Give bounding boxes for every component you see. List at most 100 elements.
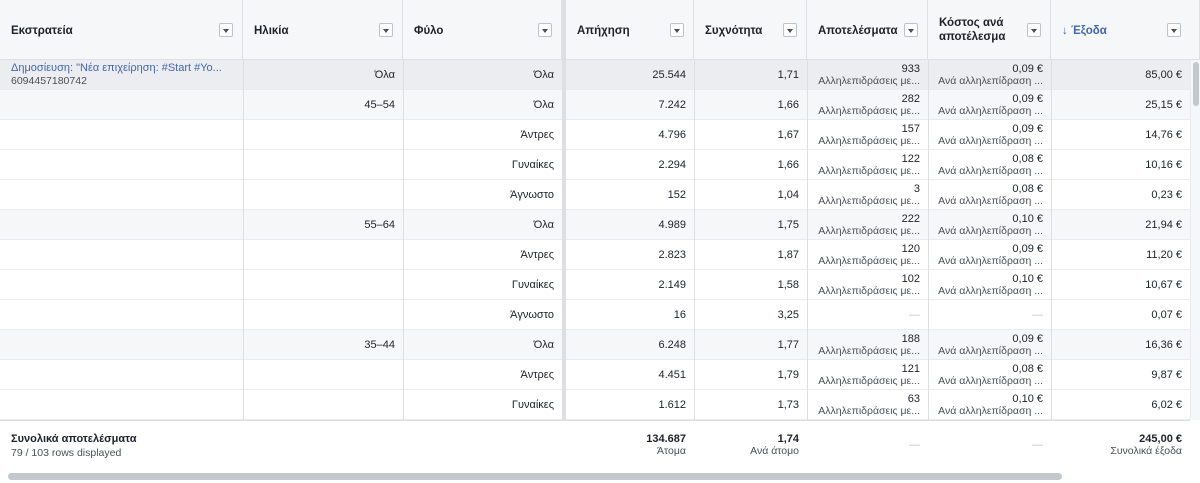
cell-gender: Γυναίκες: [511, 399, 554, 411]
column-header-spend[interactable]: ↓ Έξοδα: [1051, 0, 1200, 60]
cell-age: [243, 180, 403, 210]
campaign-id: 6094457180742: [11, 75, 87, 87]
table-row[interactable]: Γυναίκες 2.149 1,58 102 Αλληλεπιδράσεις με..…: [0, 270, 1190, 300]
table-row[interactable]: Γυναίκες 2.294 1,66 122 Αλληλεπιδράσεις με..…: [0, 150, 1190, 180]
cell-cost: 0,08 € Ανά αλληλεπίδραση ...: [928, 180, 1051, 210]
horizontal-scrollbar-thumb[interactable]: [8, 473, 1062, 480]
cell-res: 222 Αλληλεπιδράσεις με...: [807, 210, 928, 240]
column-header-gender[interactable]: Φύλο: [403, 0, 562, 60]
column-header-results[interactable]: Αποτελέσματα: [807, 0, 928, 60]
dropdown-arrow-icon[interactable]: [379, 23, 393, 37]
vertical-scrollbar[interactable]: [1190, 60, 1200, 420]
cell-age: [243, 390, 403, 420]
campaign-cell[interactable]: Δημοσίευση: "Νέα επιχείρηση: #Start #Yo.…: [0, 60, 243, 90]
cell-res-label: Αλληλεπιδράσεις με...: [818, 405, 920, 417]
cell-gender: Άντρες: [520, 249, 554, 261]
column-header-frequency[interactable]: Συχνότητα: [694, 0, 807, 60]
table-row[interactable]: 45–54 Όλα 7.242 1,66 282 Αλληλεπιδράσεις με..…: [0, 90, 1190, 120]
vertical-scrollbar-thumb[interactable]: [1193, 62, 1199, 106]
totals-title: Συνολικά αποτελέσματα: [11, 433, 137, 445]
cell-freq: 3,25: [777, 309, 799, 321]
cell-reach: 16: [673, 309, 686, 321]
cell-reach: 4.989: [658, 219, 686, 231]
cell-res-value: 188: [901, 333, 920, 345]
cell-res-label: Αλληλεπιδράσεις με...: [818, 375, 920, 387]
cell-res-label: Αλληλεπιδράσεις με...: [818, 75, 920, 87]
column-divider: [403, 60, 404, 468]
cell-spend: 21,94 €: [1145, 219, 1182, 231]
horizontal-scrollbar[interactable]: [0, 470, 1200, 483]
dropdown-arrow-icon[interactable]: [1167, 23, 1181, 37]
table-row[interactable]: 35–44 Όλα 6.248 1,77 188 Αλληλεπιδράσεις με..…: [0, 330, 1190, 360]
table-row[interactable]: Όλα Όλα 25.544 1,71 933 Αλληλεπιδράσεις με...…: [0, 60, 1190, 90]
frozen-column-divider[interactable]: [562, 60, 566, 468]
dropdown-arrow-icon[interactable]: [670, 23, 684, 37]
cell-res: 933 Αλληλεπιδράσεις με...: [807, 60, 928, 90]
cell-cost-label: Ανά αλληλεπίδραση ...: [938, 285, 1043, 297]
dropdown-arrow-icon[interactable]: [904, 23, 918, 37]
cell-res: 282 Αλληλεπιδράσεις με...: [807, 90, 928, 120]
column-header-label: Κόστος ανά αποτέλεσμα: [939, 17, 1006, 43]
column-divider: [1051, 60, 1052, 468]
total-cost-value: —: [1032, 439, 1043, 451]
cell-res-label: Αλληλεπιδράσεις με...: [818, 255, 920, 267]
table-row[interactable]: Άντρες 4.451 1,79 121 Αλληλεπιδράσεις με... 0…: [0, 360, 1190, 390]
cell-cost-value: 0,09 €: [1012, 123, 1043, 135]
column-header-label: Φύλο: [414, 25, 444, 37]
total-spend-value: 245,00 €: [1139, 433, 1182, 445]
cell-res: 188 Αλληλεπιδράσεις με...: [807, 330, 928, 360]
table-row[interactable]: Άντρες 4.796 1,67 157 Αλληλεπιδράσεις με... 0…: [0, 120, 1190, 150]
totals-row: Συνολικά αποτελέσματα 79 / 103 rows disp…: [0, 420, 1190, 468]
column-header-reach[interactable]: Απήχηση: [566, 0, 694, 60]
campaign-name-link[interactable]: Δημοσίευση: "Νέα επιχείρηση: #Start #Yo.…: [11, 62, 222, 74]
table-row[interactable]: Άγνωστο 152 1,04 3 Αλληλεπιδράσεις με... 0,08…: [0, 180, 1190, 210]
column-header-label: ↓ Έξοδα: [1062, 25, 1107, 37]
column-header-label: Συχνότητα: [705, 25, 763, 37]
column-header-campaign[interactable]: Εκστρατεία: [0, 0, 243, 60]
column-header-label: Ηλικία: [254, 25, 289, 37]
cell-reach: 4.796: [658, 129, 686, 141]
cell-reach: 2.823: [658, 249, 686, 261]
dropdown-arrow-icon[interactable]: [1027, 23, 1041, 37]
column-header-age[interactable]: Ηλικία: [243, 0, 403, 60]
table-row[interactable]: Άντρες 2.823 1,87 120 Αλληλεπιδράσεις με... 0…: [0, 240, 1190, 270]
total-frequency-unit: Ανά άτομο: [750, 445, 799, 457]
cell-freq: 1,71: [777, 69, 799, 81]
table-row[interactable]: 55–64 Όλα 4.989 1,75 222 Αλληλεπιδράσεις με..…: [0, 210, 1190, 240]
cell-res: 3 Αλληλεπιδράσεις με...: [807, 180, 928, 210]
cell-cost: 0,09 € Ανά αλληλεπίδραση ...: [928, 240, 1051, 270]
frozen-divider[interactable]: [562, 0, 566, 60]
cell-cost-value: —: [1032, 309, 1043, 321]
cell-cost: 0,10 € Ανά αλληλεπίδραση ...: [928, 390, 1051, 420]
cell-res-label: Αλληλεπιδράσεις με...: [818, 195, 920, 207]
cell-spend: 85,00 €: [1145, 69, 1182, 81]
cell-res-label: Αλληλεπιδράσεις με...: [818, 285, 920, 297]
cell-reach: 2.294: [658, 159, 686, 171]
table-row[interactable]: Άγνωστο 16 3,25 — — 0,07 €: [0, 300, 1190, 330]
cell-res-label: Αλληλεπιδράσεις με...: [818, 105, 920, 117]
cell-res-value: 3: [913, 183, 920, 195]
cell-reach: 7.242: [658, 99, 686, 111]
cell-reach: 6.248: [658, 339, 686, 351]
dropdown-arrow-icon[interactable]: [219, 23, 233, 37]
cell-res: 120 Αλληλεπιδράσεις με...: [807, 240, 928, 270]
cell-cost-label: Ανά αλληλεπίδραση ...: [938, 105, 1043, 117]
column-header-label: Εκστρατεία: [11, 25, 73, 37]
cell-cost-label: Ανά αλληλεπίδραση ...: [938, 75, 1043, 87]
cell-freq: 1,75: [777, 219, 799, 231]
cell-age: [243, 300, 403, 330]
column-header-label: Αποτελέσματα: [818, 25, 898, 37]
cell-freq: 1,73: [777, 399, 799, 411]
cell-age: [243, 120, 403, 150]
dropdown-arrow-icon[interactable]: [538, 23, 552, 37]
cell-freq: 1,79: [777, 369, 799, 381]
dropdown-arrow-icon[interactable]: [783, 23, 797, 37]
cell-gender: Άντρες: [520, 129, 554, 141]
cell-freq: 1,67: [777, 129, 799, 141]
cell-freq: 1,66: [777, 99, 799, 111]
cell-age: Όλα: [374, 69, 395, 81]
table-row[interactable]: Γυναίκες 1.612 1,73 63 Αλληλεπιδράσεις με...…: [0, 390, 1190, 420]
cell-res: 157 Αλληλεπιδράσεις με...: [807, 120, 928, 150]
cell-res: 63 Αλληλεπιδράσεις με...: [807, 390, 928, 420]
column-header-cost-per-result[interactable]: Κόστος ανά αποτέλεσμα: [928, 0, 1051, 60]
